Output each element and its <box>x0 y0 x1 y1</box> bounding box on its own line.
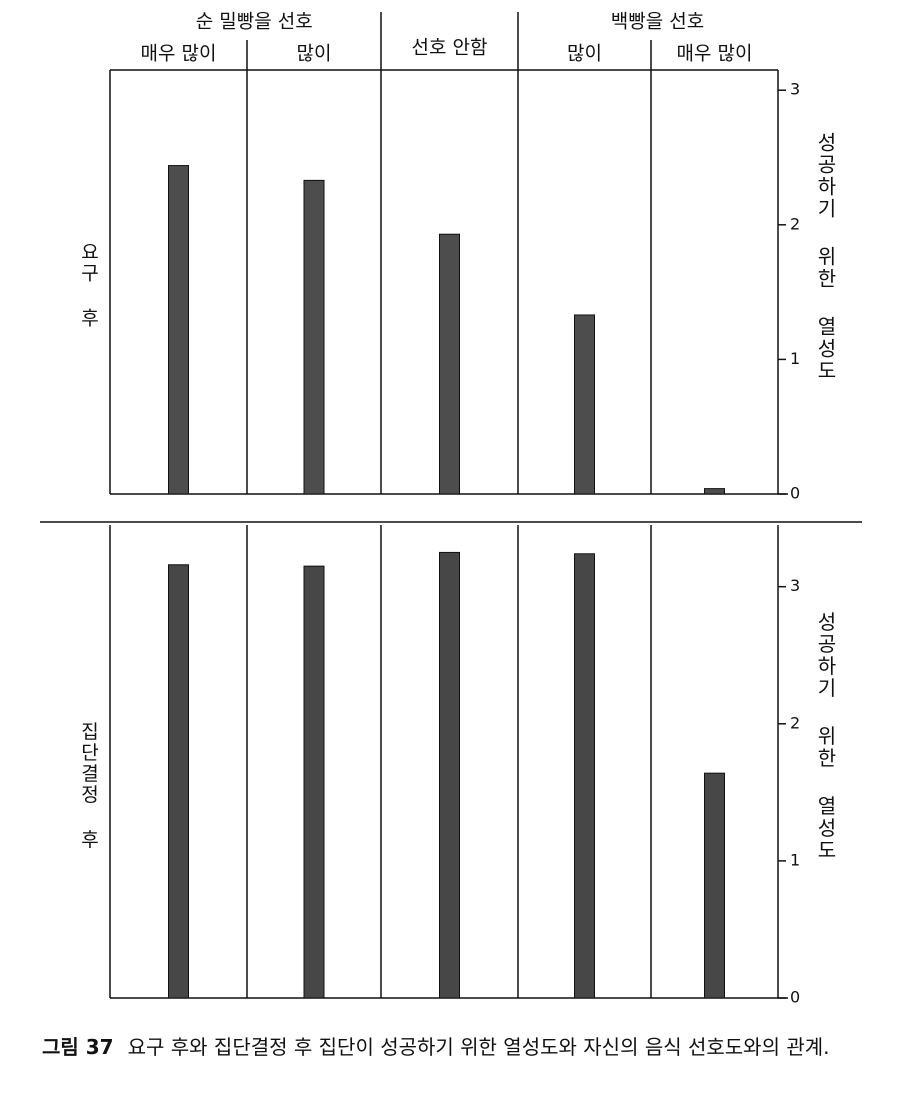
caption: 그림 37 요구 후와 집단결정 후 집단이 성공하기 위한 열성도와 자신의 음… <box>42 1030 892 1064</box>
y-tick-label: 1 <box>790 850 800 869</box>
x-tick-label: 매우 많이 <box>677 43 753 65</box>
bar <box>303 565 325 999</box>
y-tick-label: 3 <box>790 576 800 595</box>
figure-number: 그림 37 <box>42 1035 114 1059</box>
caption-text: 요구 후와 집단결정 후 집단이 성공하기 위한 열성도와 자신의 음식 선호도… <box>127 1035 830 1059</box>
bar <box>168 165 189 495</box>
y-tick-label: 0 <box>790 988 800 1007</box>
bar <box>704 772 725 999</box>
group-label: 순 밀빵을 선호 <box>196 11 313 33</box>
y-tick-label: 3 <box>790 80 800 99</box>
y-tick-label: 0 <box>790 484 800 503</box>
y-tick-label: 1 <box>790 349 800 368</box>
y-axis-label: 성공하기 위한 열성도 <box>814 611 838 861</box>
bar <box>704 488 725 495</box>
group-label: 백빵을 선호 <box>611 11 704 33</box>
y-axis-label: 성공하기 위한 열성도 <box>814 132 838 382</box>
x-tick-label: 많이 <box>297 43 332 65</box>
bar <box>574 314 595 495</box>
bar <box>439 551 460 999</box>
x-tick-label: 많이 <box>567 43 602 65</box>
row-label: 집단결정 후 <box>78 721 100 850</box>
y-tick-label: 2 <box>790 713 800 732</box>
bar <box>574 553 595 999</box>
y-tick-label: 2 <box>790 214 800 233</box>
bar <box>168 564 189 999</box>
bar <box>303 179 325 495</box>
x-tick-label: 매우 많이 <box>141 43 217 65</box>
row-label: 요구 후 <box>78 242 100 329</box>
bar <box>439 233 460 495</box>
x-tick-label: 선호 안함 <box>412 37 488 59</box>
